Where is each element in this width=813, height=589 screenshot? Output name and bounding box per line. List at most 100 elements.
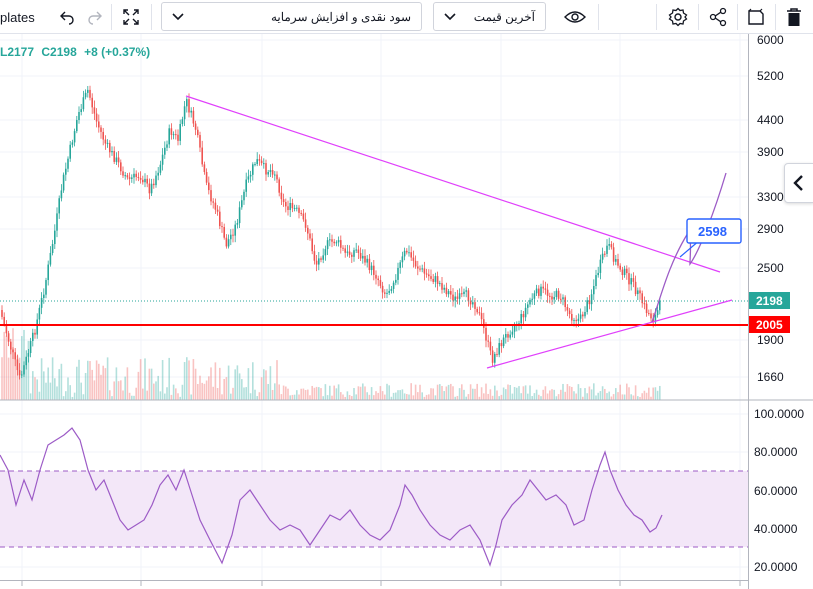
candle-body: [329, 239, 331, 241]
candle-body: [91, 97, 93, 108]
candle-body: [379, 280, 382, 286]
candle-body: [621, 269, 624, 276]
candle-body: [632, 278, 635, 282]
volume-bar: [54, 378, 56, 400]
candle-body: [49, 252, 52, 265]
candle-body: [32, 332, 34, 342]
volume-bar: [370, 387, 373, 400]
candle-body: [500, 343, 503, 347]
volume-bar: [32, 371, 34, 400]
expand-panel-button[interactable]: [784, 163, 813, 203]
volume-bar: [210, 367, 212, 400]
price-tick: 1660: [757, 370, 784, 384]
candle-body: [564, 297, 566, 308]
candle-body: [511, 331, 514, 335]
price-type-dropdown[interactable]: آخرین قیمت: [433, 2, 546, 31]
volume-bar: [386, 383, 388, 400]
dividend-dropdown[interactable]: سود نقدی و افزایش سرمایه: [161, 2, 422, 31]
volume-bar: [40, 358, 43, 400]
candle-body: [289, 203, 291, 211]
candle-body: [280, 192, 283, 200]
volume-bar: [133, 395, 135, 400]
candle-body: [298, 207, 300, 213]
candle-body: [399, 262, 401, 268]
candle-body: [36, 319, 38, 335]
volume-bar: [487, 393, 489, 400]
target-callout[interactable]: [686, 218, 742, 244]
volume-bar: [300, 388, 302, 400]
chart-canvas[interactable]: 6000 5200 4400 3900 3300 2900 2500 1900 …: [0, 34, 813, 589]
volume-bar: [254, 389, 256, 400]
candle-body: [241, 200, 243, 208]
volume-bar: [461, 384, 463, 400]
candle-body: [445, 287, 448, 295]
candle-body: [441, 283, 443, 290]
candle-body: [45, 280, 47, 295]
volume-bar: [135, 387, 137, 400]
volume-bar: [588, 386, 591, 400]
candle-body: [133, 173, 135, 178]
ascending-trendline[interactable]: [486, 299, 733, 369]
candle-body: [311, 238, 313, 252]
redo-button[interactable]: [82, 3, 108, 31]
volume-bar: [304, 389, 307, 400]
candle-body: [386, 292, 388, 294]
price-axis[interactable]: 6000 5200 4400 3900 3300 2900 2500 1900 …: [757, 34, 784, 384]
candle-body: [186, 99, 188, 107]
volume-bar: [571, 386, 573, 400]
volume-bar: [621, 394, 624, 400]
price-tick: 2500: [757, 261, 784, 275]
volume-bar: [194, 368, 197, 400]
settings-button[interactable]: [664, 3, 692, 31]
toolbar-divider: [698, 4, 699, 30]
volume-bar: [36, 379, 38, 400]
volume-bar: [307, 389, 309, 400]
price-tick: 2900: [757, 222, 784, 236]
toolbar-divider: [111, 4, 112, 30]
candle-body: [142, 179, 144, 183]
volume-bar: [14, 359, 16, 400]
candle-body: [76, 120, 78, 132]
snapshot-button[interactable]: [742, 3, 770, 31]
volume-bars: [1, 328, 661, 400]
candle-body: [58, 198, 60, 214]
descending-trendline[interactable]: [185, 95, 721, 273]
share-button[interactable]: [704, 3, 732, 31]
fullscreen-button[interactable]: [117, 3, 145, 31]
volume-bar: [456, 395, 459, 400]
candle-body: [148, 183, 151, 194]
candle-body: [518, 323, 520, 325]
volume-bar: [656, 390, 659, 400]
volume-bar: [390, 396, 393, 400]
chevron-left-icon: [793, 175, 803, 191]
volume-bar: [498, 396, 500, 400]
volume-bar: [298, 394, 300, 400]
visibility-button[interactable]: [560, 3, 590, 31]
templates-button[interactable]: plates: [0, 3, 44, 31]
candle-body: [320, 258, 322, 260]
volume-bar: [478, 396, 481, 400]
price-tick: 3300: [757, 190, 784, 204]
candle-body: [221, 226, 223, 228]
volume-bar: [384, 394, 386, 400]
candle-body: [89, 89, 91, 98]
volume-bar: [373, 395, 375, 400]
candle-body: [546, 289, 549, 296]
volume-bar: [205, 380, 208, 400]
volume-bar: [513, 387, 516, 400]
volume-bar: [511, 393, 514, 400]
volume-bar: [197, 383, 199, 400]
candle-body: [157, 172, 159, 176]
candle-body: [423, 268, 426, 274]
candle-body: [271, 170, 274, 175]
candle-body: [659, 300, 661, 311]
candle-body: [146, 178, 148, 184]
candle-body: [388, 290, 390, 293]
chevron-down-icon: [172, 13, 184, 21]
rsi-axis[interactable]: 100.0000 80.0000 60.0000 40.0000 20.0000: [754, 407, 804, 574]
undo-button[interactable]: [54, 3, 80, 31]
delete-button[interactable]: [781, 3, 807, 31]
candle-body: [474, 302, 476, 309]
projection-path[interactable]: [651, 172, 727, 323]
candle-body: [219, 211, 221, 227]
